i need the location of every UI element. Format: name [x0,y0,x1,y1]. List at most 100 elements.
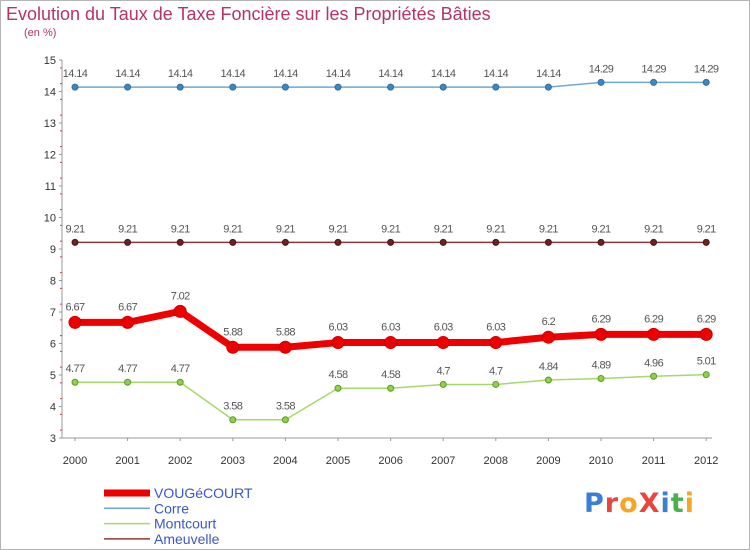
legend-label-ameuvelle: Ameuvelle [154,531,220,547]
data-label: 9.21 [644,223,663,235]
data-label: 4.77 [171,363,190,375]
logo-letter: P [584,488,605,519]
data-point [387,238,395,246]
data-point [226,340,240,354]
data-label: 14.14 [168,68,193,80]
data-point [176,83,184,91]
data-point [176,378,184,386]
data-point [699,327,713,341]
data-label: 14.29 [694,63,719,75]
data-label: 5.01 [697,356,716,368]
data-point [492,238,500,246]
data-point [702,238,710,246]
logo-letter: X [638,488,661,519]
x-tick-label: 2002 [168,455,192,467]
legend-label-corre: Corre [154,500,189,516]
y-tick-label: 12 [44,150,56,162]
data-label: 4.58 [328,369,347,381]
data-point [331,336,345,350]
logo-letter: t [670,488,685,519]
data-point [650,372,658,380]
data-point [124,238,132,246]
data-point [281,83,289,91]
data-label: 6.29 [697,313,716,325]
x-tick-label: 2005 [326,455,350,467]
data-label: 14.29 [589,63,614,75]
data-label: 4.89 [591,359,610,371]
data-label: 14.14 [221,68,246,80]
x-tick-label: 2008 [484,455,508,467]
data-point [489,336,503,350]
logo-letter: i [660,488,671,519]
data-point [229,83,237,91]
data-label: 6.03 [381,322,400,334]
y-tick-label: 8 [50,276,56,288]
y-tick-label: 3 [50,433,56,445]
data-point [544,238,552,246]
data-point [439,83,447,91]
x-tick-label: 2007 [431,455,455,467]
x-tick-label: 2012 [694,455,718,467]
chart-title: Evolution du Taux de Taxe Foncière sur l… [6,4,491,24]
data-label: 14.14 [63,68,88,80]
data-label: 4.7 [436,365,450,377]
data-label: 4.7 [489,365,503,377]
proxiti-logo: ProXiti [584,488,695,519]
data-label: 9.21 [118,223,137,235]
y-tick-label: 10 [44,213,56,225]
y-tick-label: 13 [44,118,56,130]
data-label: 6.2 [542,316,556,328]
data-point [439,238,447,246]
data-point [68,315,82,329]
data-label: 9.21 [171,223,190,235]
series-line-montcourt [74,373,707,421]
data-label: 14.14 [378,68,403,80]
data-point [492,83,500,91]
legend-label-vougécourt: VOUGéCOURT [154,485,253,501]
y-tick-label: 9 [50,244,56,256]
y-tick-label: 11 [45,181,56,193]
x-tick-label: 2001 [115,455,139,467]
data-label: 5.88 [276,326,295,338]
data-label: 4.84 [539,361,558,373]
data-label: 4.77 [65,363,84,375]
x-tick-label: 2004 [273,455,297,467]
data-label: 14.14 [484,68,509,80]
data-label: 5.88 [223,326,242,338]
data-point [281,238,289,246]
data-label: 14.14 [326,68,351,80]
legend-label-montcourt: Montcourt [154,516,216,532]
x-tick-label: 2000 [63,455,87,467]
data-label: 9.21 [697,223,716,235]
data-label: 6.67 [118,301,137,313]
data-point [387,83,395,91]
data-point [492,380,500,388]
x-tick-label: 2010 [589,455,613,467]
data-point [439,380,447,388]
data-point [387,384,395,392]
data-label: 9.21 [434,223,453,235]
data-label: 9.21 [65,223,84,235]
data-label: 9.21 [276,223,295,235]
x-tick-label: 2003 [221,455,245,467]
chart-unit-label: (en %) [24,27,57,39]
data-point [702,371,710,379]
data-point [702,78,710,86]
data-point [544,376,552,384]
y-tick-label: 5 [50,370,56,382]
y-tick-label: 15 [44,55,56,67]
data-label: 9.21 [539,223,558,235]
data-point [229,238,237,246]
data-point [124,378,132,386]
data-label: 6.29 [644,313,663,325]
data-point [124,83,132,91]
data-label: 9.21 [381,223,400,235]
data-point [647,327,661,341]
data-label: 14.29 [641,63,666,75]
data-point [544,83,552,91]
logo-letter: i [684,488,695,519]
data-point [281,416,289,424]
data-point [597,238,605,246]
